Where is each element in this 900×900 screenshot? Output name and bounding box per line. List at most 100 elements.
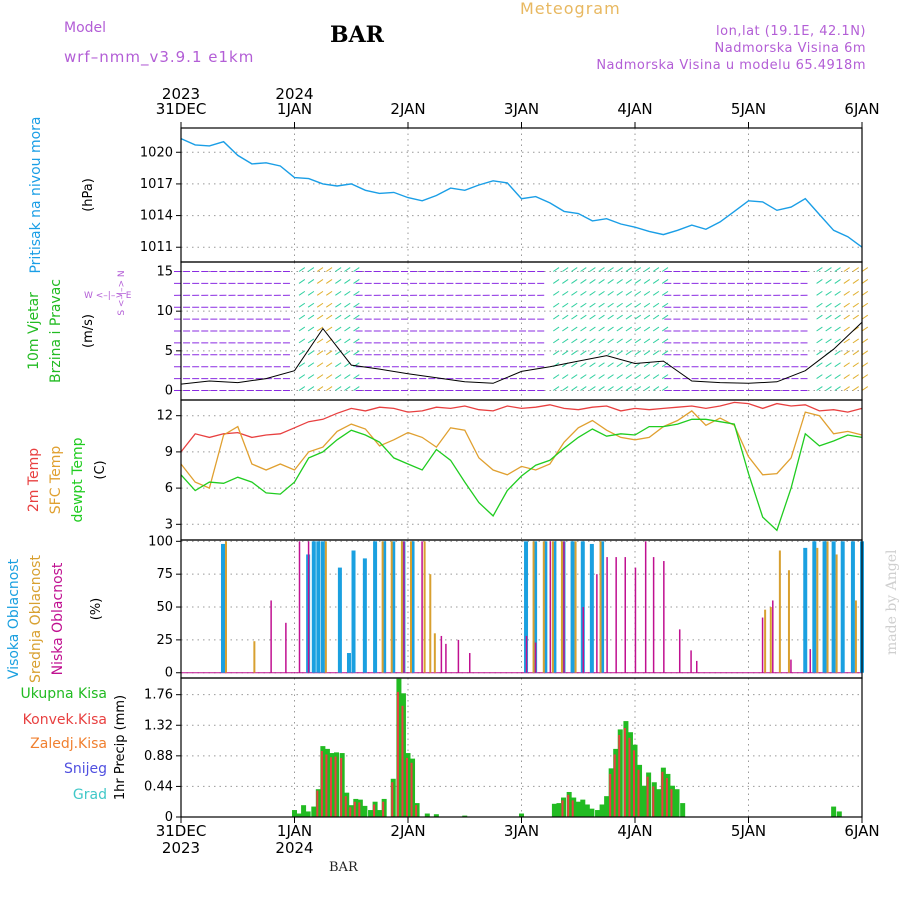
precip-bar [561,800,564,817]
cloud-bar [812,541,817,673]
precip-bar [362,805,368,817]
wind-vector [852,267,859,272]
wind-vector [307,326,315,332]
wind-vector [335,314,342,320]
precip-bar [462,815,468,817]
x-label-bottom: 2JAN [390,822,425,840]
y-tick-label: 15 [156,265,173,280]
precip-bar [661,771,664,817]
wind-vector [816,362,823,368]
wind-vector [571,279,578,284]
wind-vector [598,386,605,391]
cloud-bar [270,600,272,673]
wind-vector [634,338,642,344]
precip-bar [396,691,399,817]
precip-bar [584,804,590,817]
wind-vector [661,302,669,308]
wind-vector [552,314,560,320]
precip-bar [637,769,640,817]
wind-vector [825,279,832,284]
precip-bar [382,801,385,817]
wind-vector [598,279,605,284]
y-tick-label: 1014 [140,209,173,224]
cloud-bar [403,541,405,673]
cloud-bar [524,541,529,673]
wind-vector [335,338,342,344]
wind-vector [816,350,823,356]
wind-vector [589,338,596,344]
precip-bar [373,804,376,817]
wind-vector [625,350,632,356]
wind-vector [580,326,587,332]
precip-bar [340,757,343,817]
cloud-bar [224,541,227,673]
wind-vector [834,338,841,344]
wind-vector [598,362,605,368]
wind-vector [344,267,351,272]
wind-vector [580,267,587,272]
wind-vector [571,374,578,379]
wind-vector [607,302,614,308]
cloud-bar [391,541,396,673]
cloud-bar [533,541,538,673]
precip-bar [623,728,626,817]
wind-vector [825,386,832,391]
cloud-bar [831,541,836,673]
wind-vector [552,338,560,344]
precip-bar [580,799,586,817]
precip-bar [292,810,297,817]
wind-vector [634,350,642,356]
y-tick-label: 1.76 [144,688,173,703]
wind-vector [598,267,605,272]
cloud-bar [816,547,819,673]
wind-vector [552,290,560,296]
wind-vector [307,279,315,284]
wind-vector [616,290,623,296]
wind-vector [562,314,569,320]
cloud-bar [421,541,423,673]
wind-vector [571,386,578,391]
wind-vector [852,374,859,379]
wind-vector [843,290,850,296]
wind-vector [825,267,832,272]
wind-vector [816,326,823,332]
wind-vector [607,314,614,320]
wind-vector [816,374,823,379]
wind-vector [307,362,315,368]
wind-axis-title-1: 10m Vjetar [26,292,42,370]
x-label-bottom: 4JAN [617,822,652,840]
wind-vector [861,267,869,272]
footer-station: BAR [329,860,358,875]
cloud-bar [850,541,855,673]
x-year-top-mid: 2024 [275,85,313,103]
wind-vector [625,326,632,332]
cloud-bar [761,617,764,673]
cloud-bar [600,541,605,673]
wind-vector [316,338,324,344]
precip-bar [599,804,605,817]
y-tick-label: 9 [165,445,173,460]
precip-bar [641,785,647,817]
wind-unit: (m/s) [81,314,96,348]
wind-vector [643,302,651,308]
wind-vector [825,338,832,344]
wind-vector [607,374,614,379]
precip-legend-item: Grad [73,787,107,803]
wind-vector [316,350,324,356]
cloud-bar [644,541,647,673]
x-label-top: 2JAN [390,100,425,118]
wind-vector [335,362,342,368]
wind-vector [652,362,660,368]
wind-vector [843,362,850,368]
wind-vector [335,326,342,332]
precip-bar [604,796,610,817]
wind-vector [562,350,569,356]
wind-vector [307,338,315,344]
wind-vector [580,386,587,391]
cloud-bar [787,570,790,673]
wind-vector [861,279,869,284]
wind-vector [589,374,596,379]
wind-vector [861,374,869,379]
wind-vector [607,326,614,332]
wind-vector [307,302,315,308]
